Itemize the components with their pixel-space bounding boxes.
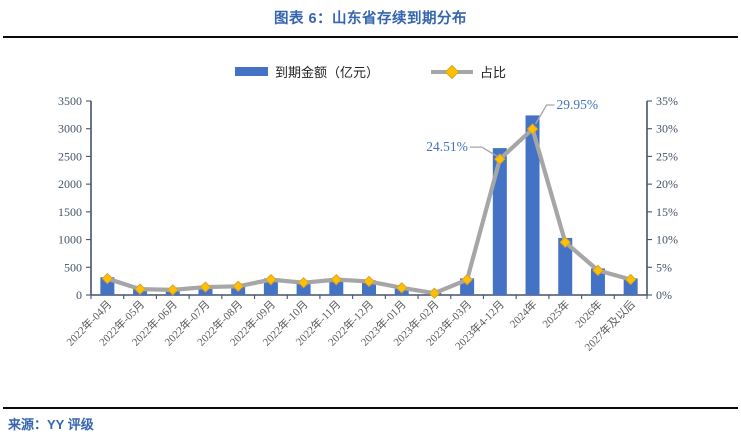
chart-title: 图表 6：山东省存续到期分布 (273, 11, 468, 27)
line-swatch-icon (431, 64, 473, 79)
marker (330, 273, 343, 286)
annotation-label: 29.95% (557, 97, 599, 112)
top-divider (3, 36, 738, 38)
marker (265, 273, 277, 286)
svg-text:1500: 1500 (58, 205, 82, 219)
line-series (105, 126, 633, 296)
svg-text:2026年: 2026年 (572, 297, 605, 330)
svg-text:2000: 2000 (58, 177, 82, 191)
chart-svg: 0 500 1000 1500 2000 2500 3000 3500 0% 5% 10% 15% 20… (58, 94, 678, 354)
bottom-divider (3, 407, 738, 409)
marker (101, 272, 114, 285)
svg-text:3500: 3500 (58, 94, 82, 108)
marker (428, 287, 441, 299)
marker (395, 282, 408, 294)
svg-text:2500: 2500 (58, 149, 82, 163)
marker (134, 283, 146, 295)
marker (363, 275, 375, 288)
marker (461, 273, 473, 286)
marker (167, 284, 179, 296)
source-note: 来源：YY 评级 (8, 417, 94, 432)
legend-item-line: 占比 (431, 62, 506, 81)
svg-text:25%: 25% (656, 149, 678, 163)
marker (232, 280, 244, 293)
diamond-marker-icon (444, 64, 460, 79)
svg-text:20%: 20% (656, 177, 678, 191)
marker (297, 276, 310, 289)
bar (525, 115, 540, 295)
marker (592, 264, 604, 277)
line-markers (101, 123, 637, 299)
svg-text:500: 500 (64, 260, 82, 274)
svg-text:3000: 3000 (58, 122, 82, 136)
marker (624, 273, 637, 286)
annotation-label: 24.51% (426, 139, 468, 154)
bar (492, 148, 507, 295)
chart-legend: 到期金额（亿元） 占比 (0, 62, 741, 81)
svg-text:0: 0 (76, 288, 82, 302)
marker (559, 236, 571, 248)
bar (329, 278, 344, 295)
bar (590, 268, 605, 295)
marker (199, 281, 212, 293)
bar-series (100, 115, 638, 295)
svg-text:1000: 1000 (58, 233, 82, 247)
legend-line-label: 占比 (480, 65, 507, 80)
bar (623, 278, 638, 295)
legend-item-bar: 到期金额（亿元） (234, 62, 379, 81)
svg-text:2025年: 2025年 (539, 297, 572, 330)
marker (526, 123, 539, 135)
bar (263, 278, 278, 295)
svg-text:15%: 15% (656, 205, 678, 219)
legend-bar-label: 到期金额（亿元） (274, 65, 379, 80)
svg-text:10%: 10% (656, 233, 678, 247)
annotation: 24.51% (426, 139, 500, 158)
svg-text:2024年: 2024年 (506, 297, 539, 330)
y-axis-labels: 0 500 1000 1500 2000 2500 3000 3500 0% 5% 10% 15% 20… (58, 94, 678, 302)
x-axis-labels: 2022年-04月2022年-05月2022年-06月2022年-07月2022… (63, 297, 638, 354)
svg-text:0%: 0% (656, 288, 672, 302)
svg-text:5%: 5% (656, 260, 672, 274)
bar (558, 237, 573, 295)
bar-swatch-icon (234, 67, 268, 76)
svg-text:35%: 35% (656, 94, 678, 108)
annotation: 29.95% (534, 97, 599, 125)
svg-text:30%: 30% (656, 122, 678, 136)
